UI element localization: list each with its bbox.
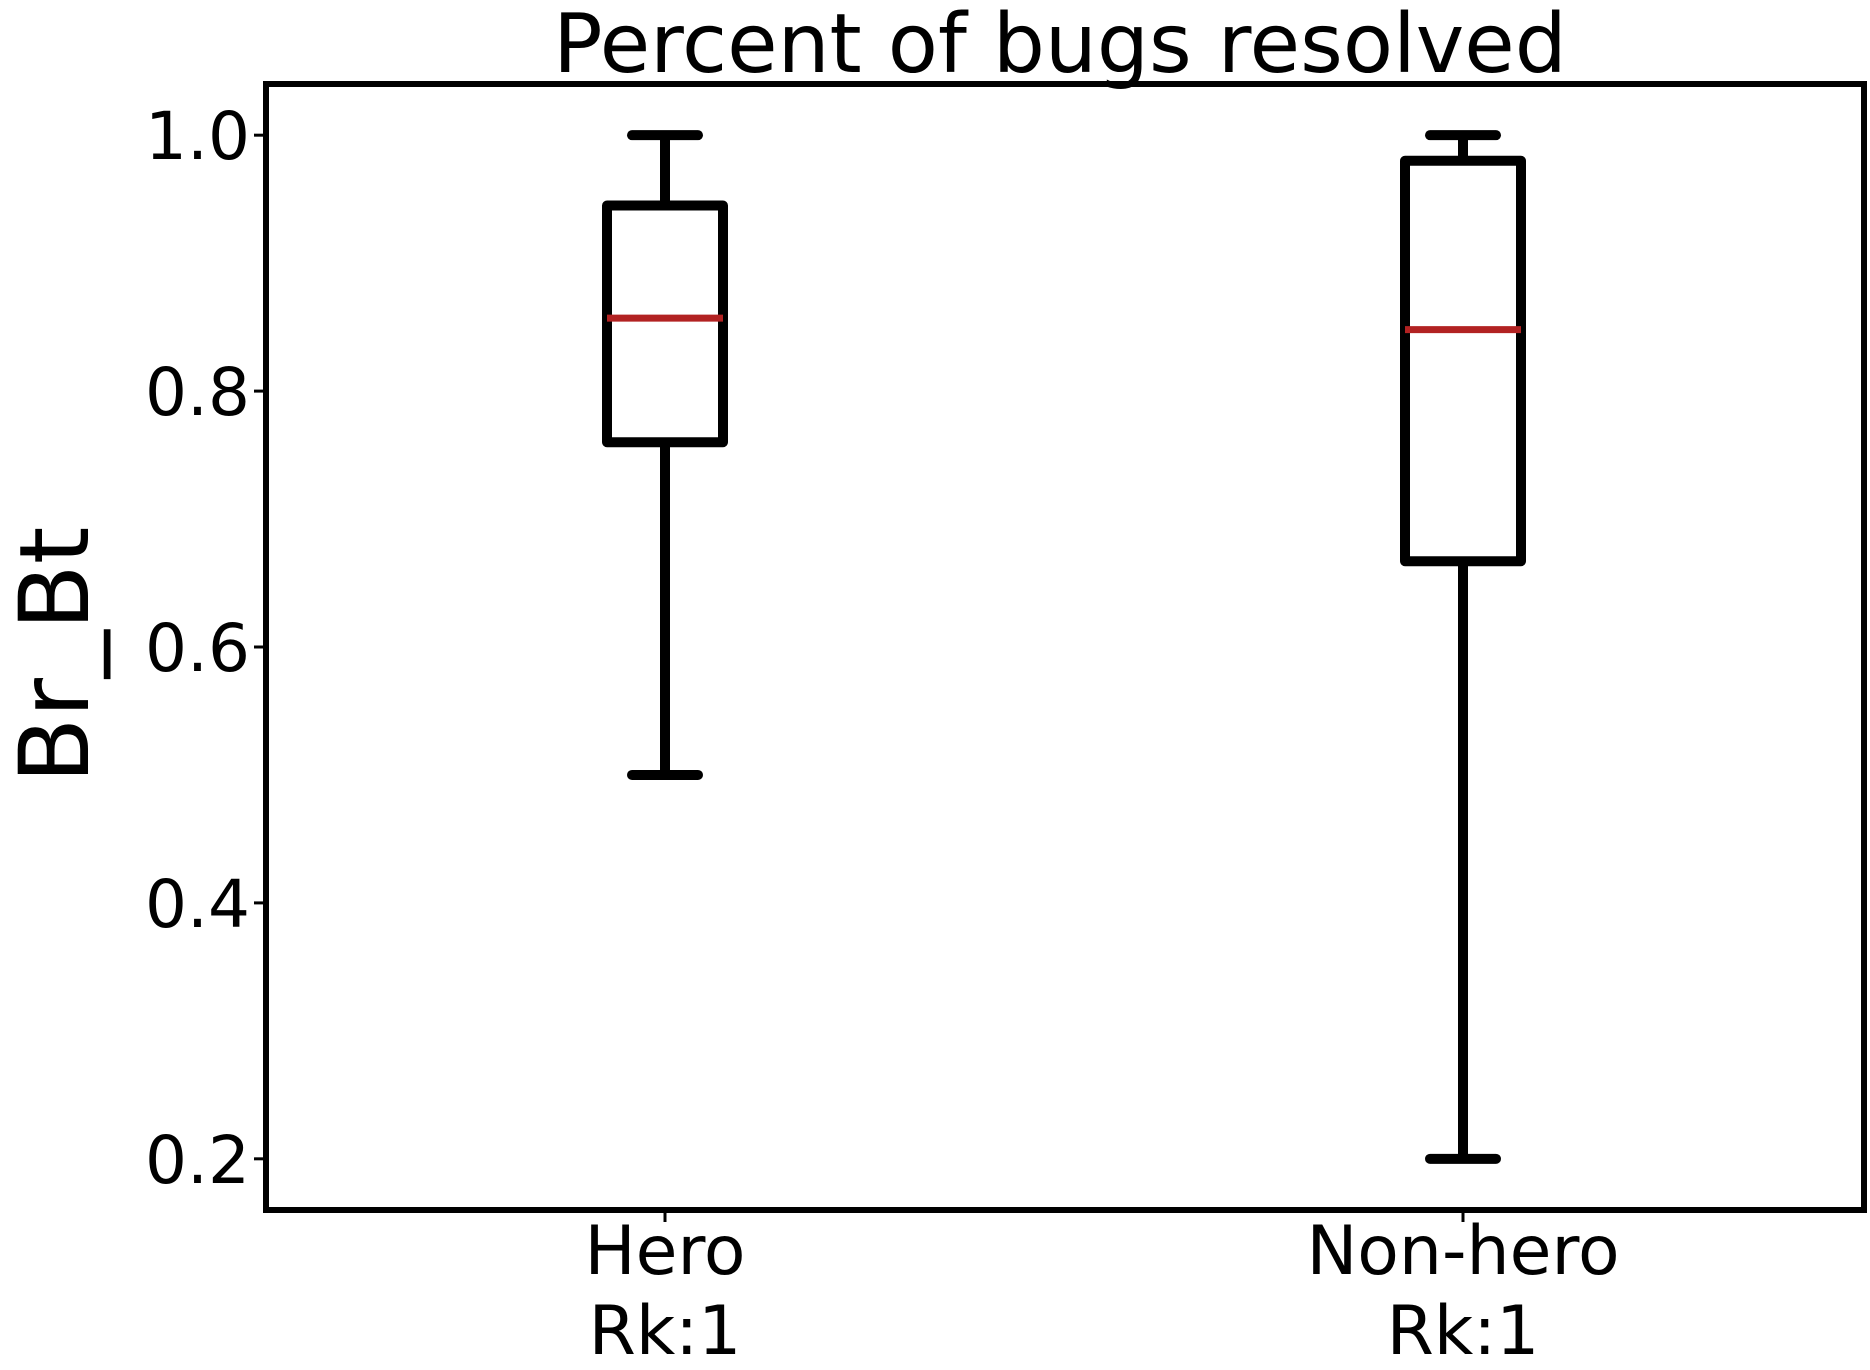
iqr-box bbox=[602, 200, 728, 448]
x-tick-label-line1: Non-hero bbox=[1306, 1212, 1619, 1291]
y-axis-label: Br_Bt bbox=[0, 527, 111, 784]
y-tick-label: 1.0 bbox=[145, 98, 250, 175]
x-tick-label-line2: Rk:1 bbox=[589, 1292, 742, 1370]
iqr-box bbox=[1400, 155, 1526, 567]
y-tick-label: 0.8 bbox=[145, 354, 250, 431]
y-tick-label: 0.2 bbox=[145, 1122, 250, 1199]
chart-title: Percent of bugs resolved bbox=[553, 0, 1567, 92]
x-tick-label-line2: Rk:1 bbox=[1387, 1292, 1540, 1370]
x-tick-label-line1: Hero bbox=[584, 1212, 745, 1291]
y-tick-label: 0.6 bbox=[145, 610, 250, 687]
y-tick-label: 0.4 bbox=[145, 866, 250, 943]
plot-frame bbox=[263, 81, 1867, 1213]
